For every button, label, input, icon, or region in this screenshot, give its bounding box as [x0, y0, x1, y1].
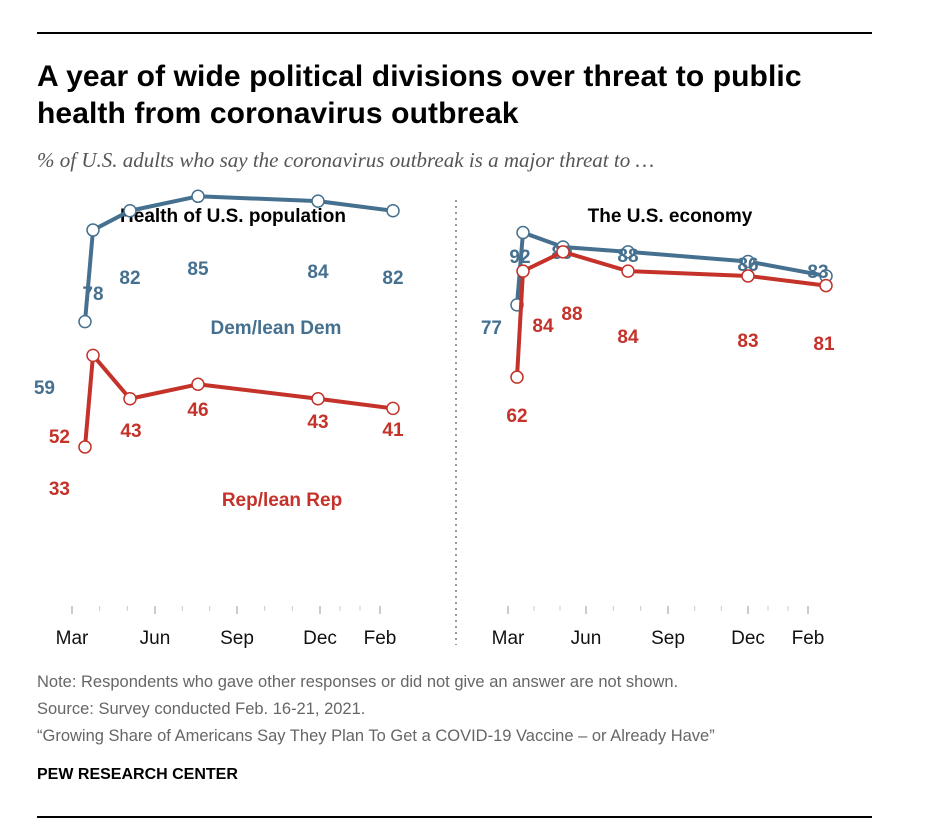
data-point-rep — [556, 245, 570, 259]
data-point-dem — [311, 194, 325, 208]
data-point-rep — [741, 269, 755, 283]
data-label-dem: 85 — [187, 259, 209, 280]
source-text: Source: Survey conducted Feb. 16-21, 202… — [37, 700, 366, 718]
series-line-rep — [83, 353, 394, 448]
x-tick-label: Jun — [571, 628, 602, 649]
data-label-rep: 41 — [382, 420, 404, 441]
x-tick-label: Sep — [220, 628, 254, 649]
x-tick-label: Dec — [731, 628, 765, 649]
data-label-dem: 92 — [509, 247, 530, 268]
data-label-dem: 82 — [382, 268, 403, 289]
series-label-dem: Dem/lean Dem — [211, 318, 342, 339]
note-text: Note: Respondents who gave other respons… — [37, 673, 679, 691]
data-point-rep — [386, 401, 400, 416]
series-label-rep: Rep/lean Rep — [222, 490, 342, 511]
data-point-rep — [311, 391, 325, 406]
data-point-dem — [191, 189, 205, 204]
series-line-dem — [83, 194, 394, 322]
data-label-dem: 82 — [119, 268, 140, 289]
data-point-rep — [621, 264, 635, 278]
x-tick-label: Mar — [56, 628, 89, 649]
data-label-rep: 81 — [813, 334, 835, 355]
data-label-rep: 43 — [120, 421, 141, 442]
data-label-rep: 43 — [307, 412, 328, 433]
data-label-dem: 86 — [737, 255, 758, 276]
x-tick-label: Jun — [140, 628, 171, 649]
data-label-rep: 62 — [506, 406, 527, 427]
data-point-dem — [86, 223, 100, 237]
data-label-rep: 52 — [49, 427, 70, 448]
data-point-dem — [621, 245, 635, 259]
data-point-dem — [123, 204, 137, 218]
series-line-rep — [515, 249, 827, 378]
data-point-dem — [78, 314, 92, 329]
data-point-rep — [516, 264, 530, 278]
pew-research-center-logo: PEW RESEARCH CENTER — [37, 766, 238, 783]
panel-title: The U.S. economy — [588, 206, 753, 227]
data-label-rep: 84 — [532, 316, 554, 337]
data-point-dem — [516, 225, 530, 240]
report-text: “Growing Share of Americans Say They Pla… — [37, 727, 715, 745]
bottom-rule — [37, 816, 872, 818]
data-label-dem: 77 — [481, 318, 502, 339]
data-point-rep — [819, 278, 833, 293]
x-tick-label: Feb — [364, 628, 397, 649]
chart-subtitle: % of U.S. adults who say the coronavirus… — [37, 148, 655, 172]
data-point-rep — [191, 377, 205, 392]
data-point-rep — [86, 348, 100, 363]
chart-panel-1: Health of U.S. population Mar Jun Sep Dec Feb… — [34, 189, 404, 649]
chart-title: A year of wide political divisions over … — [37, 60, 802, 130]
data-label-dem: 78 — [82, 284, 103, 305]
panel-title: Health of U.S. population — [120, 206, 346, 227]
x-tick-label: Feb — [792, 628, 825, 649]
x-tick-label: Sep — [651, 628, 685, 649]
data-point-rep — [510, 370, 524, 384]
data-point-rep — [78, 440, 92, 454]
data-point-rep — [123, 391, 137, 406]
x-tick-label: Mar — [492, 628, 525, 649]
data-point-dem — [741, 254, 755, 269]
data-label-rep: 46 — [187, 400, 208, 421]
chart-panel-2: The U.S. economyMarJunSepDecFeb779289888… — [481, 206, 835, 649]
series-line-dem — [515, 230, 827, 306]
x-tick-label: Dec — [303, 628, 337, 649]
data-label-rep: 84 — [617, 327, 639, 348]
data-label-rep: 88 — [561, 304, 582, 325]
data-label-dem: 59 — [34, 378, 55, 399]
data-point-dem — [386, 204, 400, 218]
data-label-dem: 84 — [307, 262, 329, 283]
data-label-dem: 83 — [807, 262, 828, 283]
data-label-rep: 83 — [737, 331, 758, 352]
data-label-rep: 33 — [49, 479, 70, 500]
data-label-dem: 88 — [617, 246, 638, 267]
top-rule — [37, 32, 872, 34]
